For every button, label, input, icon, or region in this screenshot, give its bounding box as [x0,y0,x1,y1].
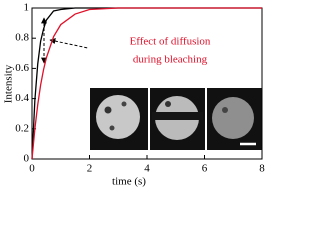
y-tick-label: 0.8 [15,32,29,44]
y-tick-label: 0.4 [15,92,29,104]
y-axis-label: Intensity [3,64,15,103]
inset-images [90,88,262,150]
x-tick-label: 4 [144,163,150,175]
annotation: Effect of diffusion [130,36,211,48]
line-series [31,7,262,160]
annotation: during bleaching [133,54,208,66]
x-tick-label: 2 [87,163,93,175]
x-tick-label: 0 [29,163,35,175]
chart: Effect of diffusion during bleaching tim… [3,2,265,188]
y-tick-label: 0 [24,153,30,165]
y-tick-label: 0.6 [15,62,29,74]
x-axis-label: time (s) [112,176,146,188]
annotation-arrow [49,38,89,49]
y-tick-label: 0.2 [15,122,29,134]
x-tick-label: 8 [259,163,265,175]
y-tick-label: 1 [24,2,30,14]
x-tick-label: 6 [202,163,208,175]
